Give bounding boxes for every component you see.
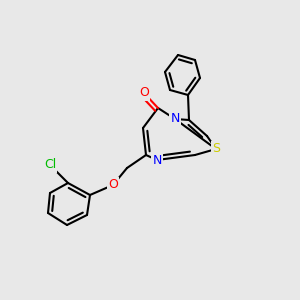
Text: O: O — [139, 86, 149, 100]
Text: Cl: Cl — [44, 158, 56, 172]
Text: N: N — [170, 112, 180, 125]
Text: O: O — [108, 178, 118, 191]
Text: N: N — [152, 154, 162, 166]
Text: S: S — [212, 142, 220, 155]
